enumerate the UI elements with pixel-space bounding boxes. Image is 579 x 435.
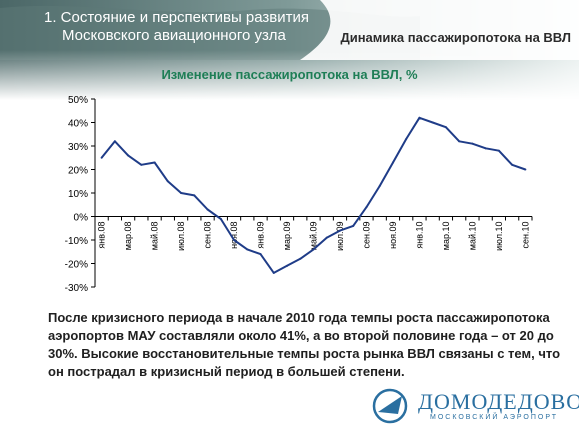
chart-title: Изменение пассажиропотока на ВВЛ, % [161, 67, 418, 82]
y-tick-label: 50% [68, 95, 88, 106]
data-point [286, 264, 289, 267]
x-tick-label: мар.08 [123, 222, 133, 251]
data-point [378, 184, 381, 187]
data-point [259, 253, 262, 256]
x-tick-label: янв.09 [256, 222, 266, 249]
data-point [166, 180, 169, 183]
y-tick-label: 10% [68, 189, 88, 200]
section-title: 1. Состояние и перспективы развития Моск… [44, 9, 324, 45]
data-point [431, 121, 434, 124]
data-point [100, 156, 103, 159]
x-tick-label: июл.08 [176, 222, 186, 251]
logo-wordmark: ДОМОДЕДОВО [418, 389, 579, 414]
data-point [233, 239, 236, 241]
body-text: После кризисного периода в начале 2010 г… [48, 310, 561, 379]
y-tick-label: -10% [65, 236, 88, 247]
data-point [391, 161, 394, 164]
x-tick-label: май.08 [150, 222, 160, 251]
y-tick-label: -20% [65, 260, 88, 271]
data-point [325, 236, 328, 239]
data-point [444, 126, 447, 129]
x-tick-label: июл.10 [494, 221, 504, 250]
data-point [219, 217, 222, 220]
data-point [312, 248, 315, 251]
data-point [352, 224, 355, 227]
data-point [180, 192, 183, 194]
data-point [153, 161, 156, 164]
data-point [338, 229, 341, 232]
data-point [113, 140, 116, 143]
data-point [524, 168, 527, 171]
data-point [365, 206, 368, 209]
data-point [272, 271, 275, 274]
data-point [418, 116, 421, 119]
y-tick-label: 0% [74, 213, 89, 224]
x-tick-label: янв.10 [414, 222, 424, 249]
data-point [497, 149, 500, 152]
data-point [405, 137, 408, 140]
x-tick-label: май.10 [467, 222, 477, 251]
data-point [127, 154, 130, 157]
y-tick-label: 30% [68, 142, 88, 153]
y-tick-label: 20% [68, 166, 88, 177]
section-title-line1: 1. Состояние и перспективы развития [44, 9, 310, 26]
airport-emblem-icon [372, 388, 408, 424]
data-point [140, 163, 143, 166]
data-point [458, 140, 461, 143]
domodedovo-logo: ДОМОДЕДОВО МОСКОВСКИЙ АЭРОПОРТ [372, 386, 579, 430]
x-tick-label: июл.09 [335, 222, 345, 251]
y-tick-label: 40% [68, 119, 88, 130]
data-point [246, 248, 249, 251]
data-point [206, 208, 209, 211]
x-tick-label: сен.09 [361, 222, 371, 249]
data-point [193, 194, 196, 197]
x-tick-label: сен.10 [520, 222, 530, 249]
data-point [471, 142, 474, 145]
section-title-line2: Московского авиационного узла [62, 27, 286, 44]
x-tick-label: янв.08 [97, 222, 107, 249]
x-tick-label: мар.09 [282, 222, 292, 251]
x-tick-label: май.09 [309, 222, 319, 251]
data-point [484, 147, 487, 150]
x-tick-label: ноя.09 [388, 222, 398, 249]
x-tick-label: сен.08 [203, 222, 213, 249]
line-chart: -30% -20% -10% 0% 10% 20% 30% 40% 50% янв.08 мар.0… [65, 95, 533, 294]
x-tick-label: мар.10 [441, 222, 451, 251]
page-title: Динамика пассажиропотока на ВВЛ [340, 30, 571, 45]
header-sky-background [0, 0, 579, 100]
x-tick-label: ноя.08 [229, 222, 239, 249]
data-point [511, 163, 514, 166]
y-tick-label: -30% [65, 283, 88, 294]
logo-subtitle: МОСКОВСКИЙ АЭРОПОРТ [430, 414, 558, 421]
data-point [299, 257, 302, 260]
